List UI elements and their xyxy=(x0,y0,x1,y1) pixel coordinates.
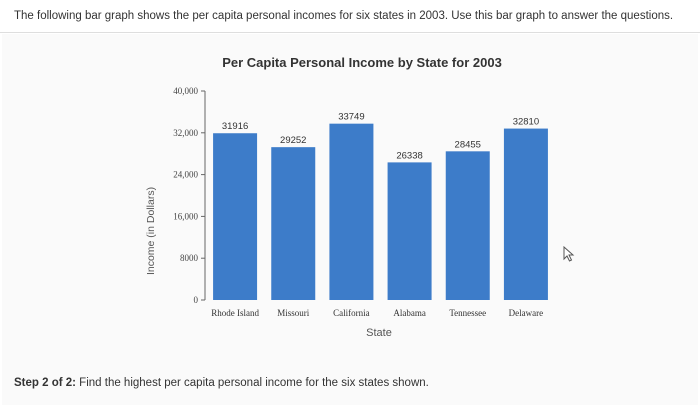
data-label: 29252 xyxy=(280,135,306,146)
data-label: 33749 xyxy=(338,112,364,123)
data-label: 32810 xyxy=(513,117,539,128)
y-tick-label: 32,000 xyxy=(173,128,198,138)
question-intro: The following bar graph shows the per ca… xyxy=(14,10,674,22)
bar-missouri xyxy=(271,147,316,300)
data-label: 26338 xyxy=(396,150,422,161)
x-tick-label: California xyxy=(333,308,370,318)
bar-california xyxy=(329,123,374,301)
mouse-cursor-icon xyxy=(563,246,575,262)
y-tick-label: 40,000 xyxy=(173,86,198,96)
bar-delaware xyxy=(503,128,548,300)
y-tick-label: 16,000 xyxy=(173,211,198,221)
step-prompt: Step 2 of 2: Find the highest per capita… xyxy=(14,377,429,389)
x-tick-label: Missouri xyxy=(277,308,310,318)
y-tick-label: 8000 xyxy=(180,253,199,263)
bar-alabama xyxy=(387,162,432,300)
chart-title: Per Capita Personal Income by State for … xyxy=(222,55,502,70)
x-tick-label: Delaware xyxy=(509,308,543,318)
bar-tennessee xyxy=(445,151,490,300)
y-tick-label: 0 xyxy=(194,295,199,305)
step-label: Step 2 of 2: xyxy=(14,377,76,389)
step-text: Find the highest per capita personal inc… xyxy=(75,377,429,389)
x-axis: Rhode Island Missouri California Alabama Ten… xyxy=(211,308,543,318)
x-tick-label: Alabama xyxy=(393,308,425,318)
y-axis: 0 8000 16,000 24,000 32,000 40,000 xyxy=(173,86,206,305)
x-tick-label: Rhode Island xyxy=(211,308,259,318)
bars: 31916 29252 33749 26338 28455 32810 xyxy=(213,112,548,301)
y-axis-label: Income (in Dollars) xyxy=(145,187,157,275)
data-label: 31916 xyxy=(222,121,248,132)
divider xyxy=(0,32,700,33)
x-axis-label: State xyxy=(366,327,392,339)
x-tick-label: Tennessee xyxy=(449,308,486,318)
bar-chart: Per Capita Personal Income by State for … xyxy=(145,55,548,339)
chart-card: Per Capita Personal Income by State for … xyxy=(2,34,698,405)
bar-rhode-island xyxy=(213,133,258,300)
y-tick-label: 24,000 xyxy=(173,170,198,180)
data-label: 28455 xyxy=(455,139,481,150)
